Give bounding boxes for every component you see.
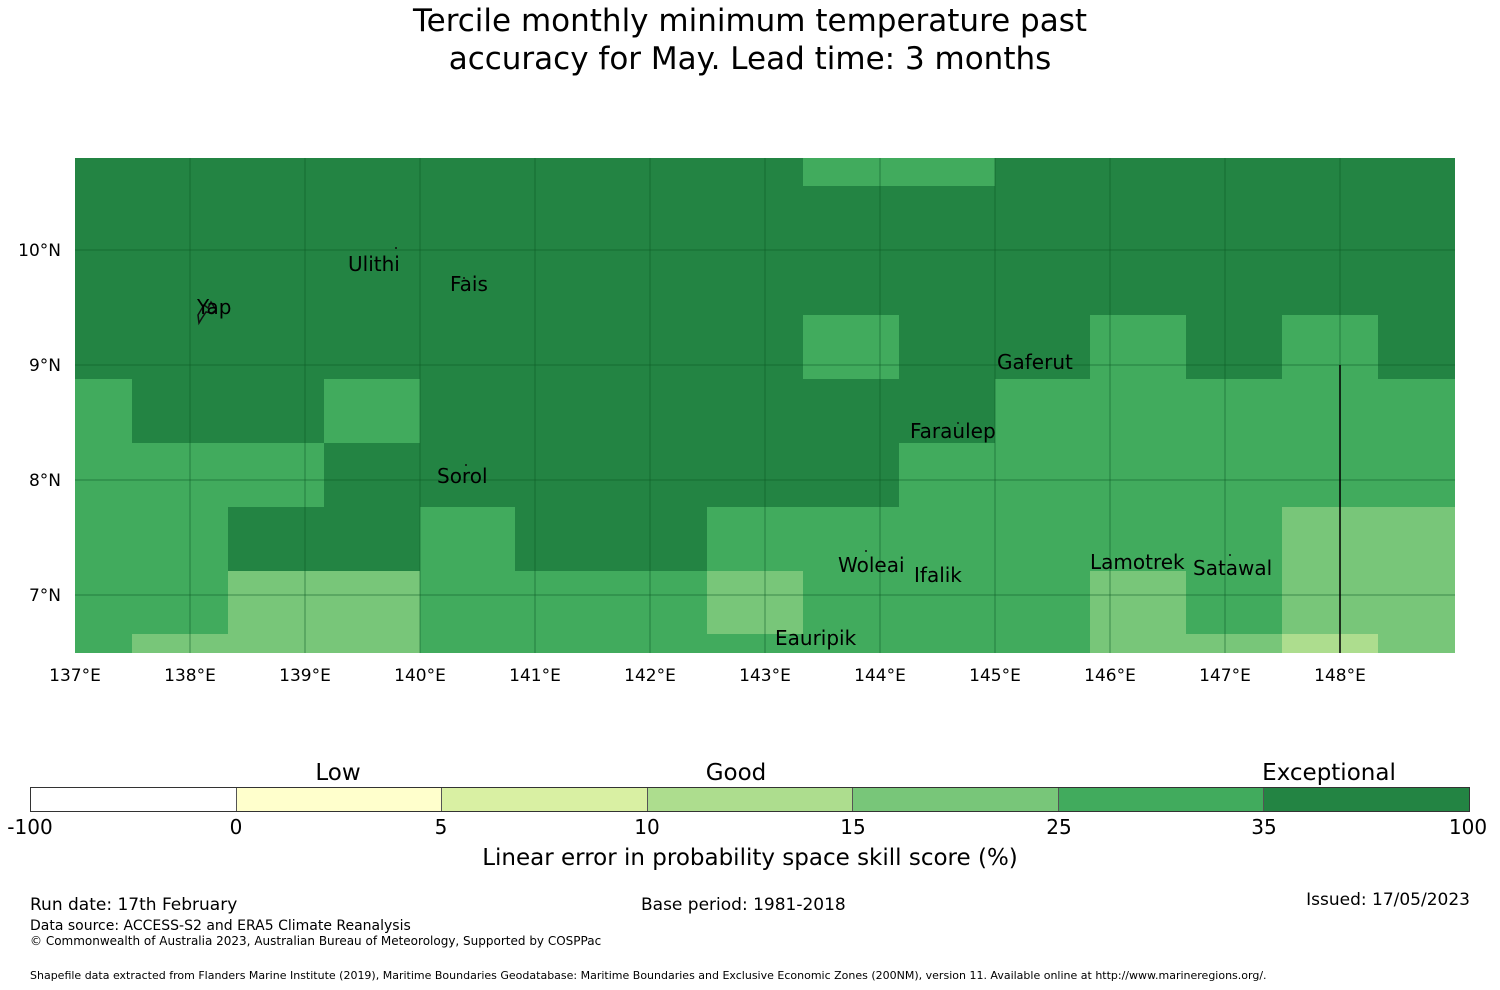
grid-cell-good (707, 571, 803, 634)
lat-label-9n: 9°N (29, 356, 61, 376)
colorbar-tick: 35 (1251, 815, 1277, 839)
colorbar-tick: 0 (229, 815, 243, 839)
grid-cell-good (1282, 507, 1455, 653)
shapefile-credit: Shapefile data extracted from Flanders M… (30, 969, 1267, 982)
colorbar-segment (1264, 788, 1470, 811)
place-label-lamotrek: Lamotrek (1090, 550, 1185, 574)
colorbar-segment (31, 788, 237, 811)
lon-label-138e: 138°E (164, 666, 216, 686)
skill-map: 10°N 9°N 8°N 7°N 137°E 138°E 139°E 140°E… (18, 158, 1455, 686)
colorbar-segment (236, 788, 443, 811)
colorbar-tick: 25 (1046, 815, 1072, 839)
place-label-faraulep: Faraulep (910, 419, 996, 443)
lon-label-143e: 143°E (739, 666, 791, 686)
run-date: Run date: 17th February (30, 895, 238, 915)
colorbar-label-low: Low (315, 760, 361, 786)
grid-cell-good (1186, 634, 1282, 653)
place-label-gaferut: Gaferut (997, 350, 1073, 374)
lon-label-139e: 139°E (279, 666, 331, 686)
issued-date: Issued: 17/05/2023 (1306, 890, 1470, 910)
lon-label-141e: 141°E (509, 666, 561, 686)
lon-label-145e: 145°E (969, 666, 1021, 686)
colorbar-segment (647, 788, 854, 811)
colorbar-title: Linear error in probability space skill … (482, 845, 1018, 871)
lon-label-147e: 147°E (1199, 666, 1251, 686)
grid-cell-fair (1282, 634, 1378, 653)
grid-cell-very-good (75, 379, 132, 653)
grid-cell-very-good (324, 379, 420, 443)
grid-cell-very-good (132, 443, 324, 507)
colorbar-tick: -100 (7, 815, 53, 839)
grid-cell-very-good (420, 507, 515, 653)
colorbar-segment (853, 788, 1059, 811)
lon-label-146e: 146°E (1084, 666, 1136, 686)
colorbar-tick: 5 (434, 815, 448, 839)
data-source: Data source: ACCESS-S2 and ERA5 Climate … (30, 918, 411, 934)
sorol-dot (465, 464, 467, 466)
fais-dot (463, 277, 465, 279)
colorbar-tick: 15 (840, 815, 866, 839)
lat-label-10n: 10°N (18, 241, 61, 261)
lon-label-148e: 148°E (1314, 666, 1366, 686)
place-label-ifalik: Ifalik (914, 563, 962, 587)
grid-cell-very-good (1282, 315, 1378, 379)
colorbar-tick: 100 (1448, 815, 1488, 839)
grid-cell-very-good (1090, 315, 1186, 379)
grid-cell-very-good (132, 507, 228, 653)
grid-cell-very-good (1090, 379, 1455, 443)
grid-cell-good (1090, 571, 1186, 653)
place-label-sorol: Sorol (437, 464, 488, 488)
grid-cell-very-good (803, 315, 899, 379)
graticule (75, 158, 1455, 653)
copyright-notice: © Commonwealth of Australia 2023, Austra… (30, 934, 602, 948)
grid-cell-very-good (899, 443, 995, 653)
place-label-ulithi: Ulithi (348, 252, 400, 276)
lon-label-144e: 144°E (854, 666, 906, 686)
colorbar-tick: 10 (634, 815, 660, 839)
ulithi-dot (395, 247, 397, 249)
yap-island-shape (197, 300, 218, 326)
colorbar-label-good: Good (705, 760, 767, 786)
grid-cell-good (132, 634, 228, 653)
grid-cell-very-good (515, 571, 707, 653)
place-label-fais: Fais (450, 272, 488, 296)
place-label-eauripik: Eauripik (775, 626, 857, 650)
woleai-dot (865, 550, 867, 552)
faraulep-dot (957, 422, 959, 424)
lon-label-140e: 140°E (394, 666, 446, 686)
title-line-2: accuracy for May. Lead time: 3 months (448, 41, 1052, 77)
lon-label-142e: 142°E (624, 666, 676, 686)
colorbar-segment (442, 788, 648, 811)
colorbar-label-exceptional: Exceptional (1262, 760, 1396, 786)
chart-title: Tercile monthly minimum temperature past… (0, 2, 1500, 78)
grid-cell-good (228, 571, 420, 653)
satawal-dot (1229, 554, 1231, 556)
colorbar (30, 787, 1470, 812)
base-period: Base period: 1981-2018 (641, 895, 846, 915)
colorbar-segment (1058, 788, 1265, 811)
grid-cell-very-good (1282, 443, 1455, 507)
lat-label-7n: 7°N (29, 586, 61, 606)
island-markers (197, 247, 1231, 556)
grid-cell-very-good (803, 158, 995, 186)
lon-label-137e: 137°E (49, 666, 101, 686)
place-label-yap: Yap (196, 295, 231, 319)
title-line-1: Tercile monthly minimum temperature past (412, 3, 1088, 39)
lat-label-8n: 8°N (29, 471, 61, 491)
place-label-woleai: Woleai (838, 553, 905, 577)
place-label-satawal: Satawal (1193, 556, 1272, 580)
